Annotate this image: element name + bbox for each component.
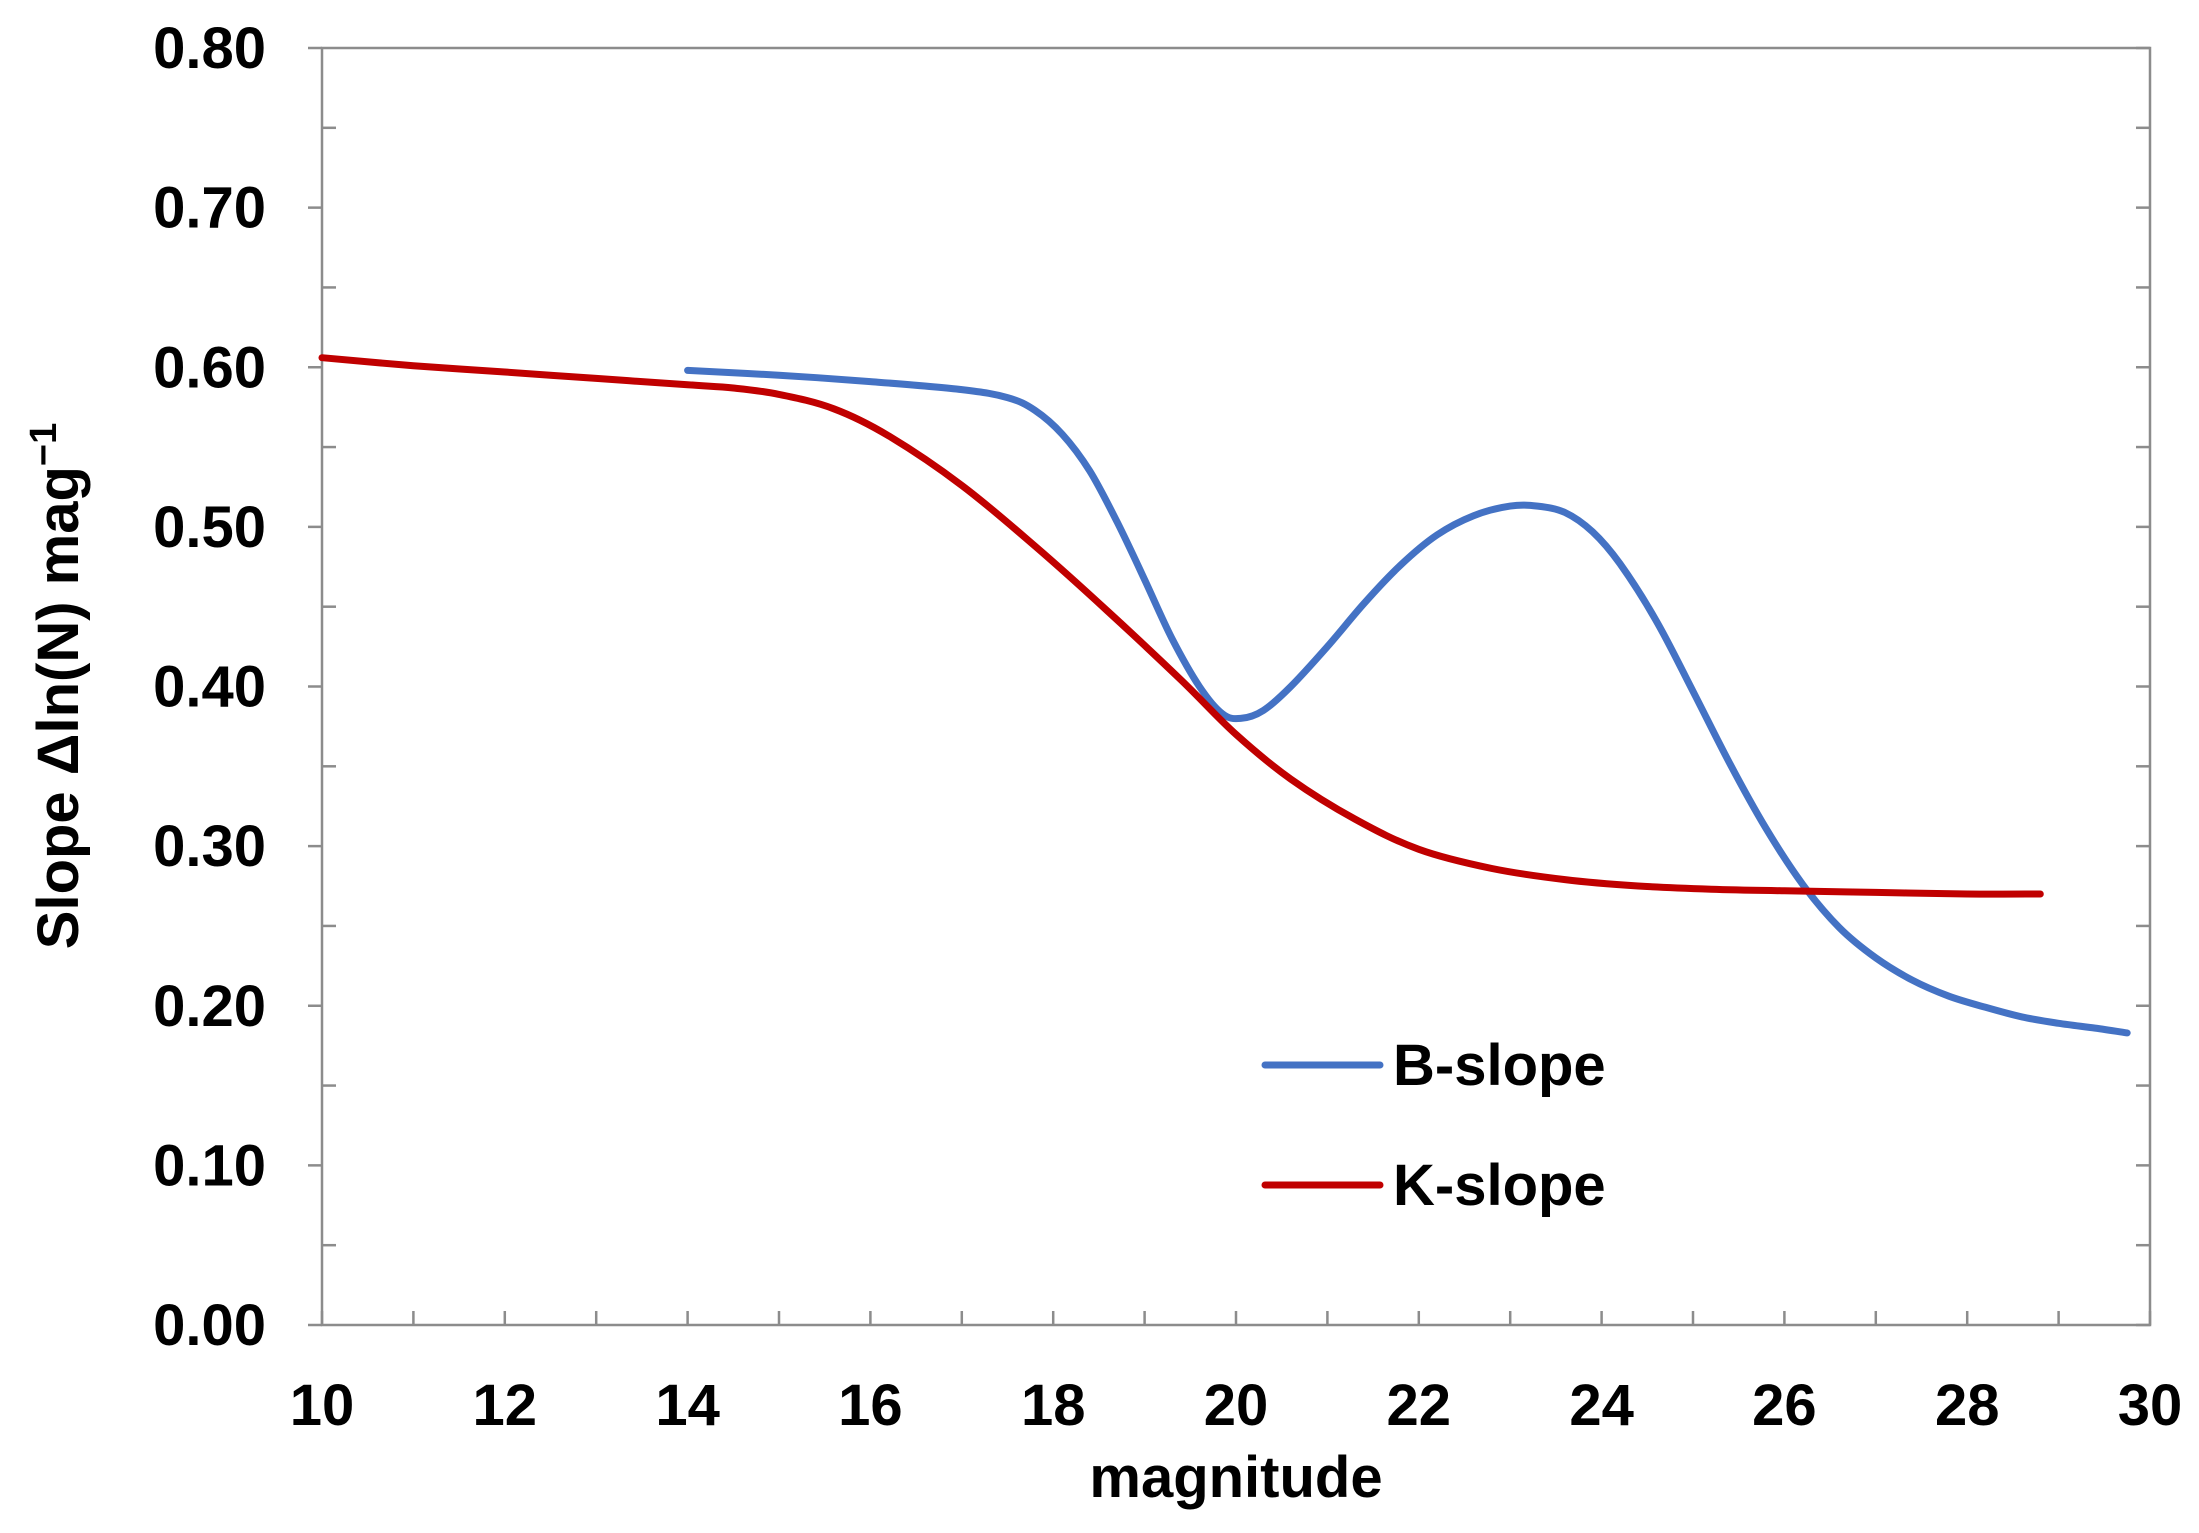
x-tick-label: 18 (1021, 1373, 1086, 1438)
x-tick-label: 16 (838, 1373, 903, 1438)
y-tick-label: 0.30 (153, 814, 266, 879)
y-axis-title-superscript: −1 (23, 423, 65, 466)
y-axis-ticks (308, 46, 2150, 1327)
x-tick-label: 24 (1569, 1373, 1634, 1438)
x-tick-label: 28 (1935, 1373, 2000, 1438)
y-axis-title-main: Slope Δln(N) mag (26, 466, 91, 949)
x-axis-tick-labels: 10 12 14 16 18 20 22 24 26 28 30 (290, 1373, 2183, 1438)
x-tick-label: 22 (1387, 1373, 1452, 1438)
legend-label-k-slope: K-slope (1393, 1153, 1606, 1218)
y-tick-label: 0.40 (153, 655, 266, 720)
x-tick-label: 12 (473, 1373, 538, 1438)
y-tick-label: 0.80 (153, 16, 266, 81)
y-tick-label: 0.20 (153, 974, 266, 1039)
y-axis-title: Slope Δln(N) mag−1 (23, 423, 91, 949)
y-tick-label: 0.10 (153, 1133, 266, 1198)
x-tick-label: 26 (1752, 1373, 1817, 1438)
x-tick-label: 20 (1204, 1373, 1269, 1438)
x-axis-ticks (320, 1311, 2152, 1325)
series-line-k-slope (318, 354, 2044, 898)
x-tick-label: 14 (655, 1373, 720, 1438)
y-tick-label: 0.70 (153, 176, 266, 241)
x-tick-label: 30 (2118, 1373, 2183, 1438)
y-axis-tick-labels: 0.00 0.10 0.20 0.30 0.40 0.50 0.60 0.70 0.80 (153, 16, 266, 1358)
series-layer (318, 354, 2131, 1037)
y-tick-label: 0.60 (153, 335, 266, 400)
legend: B-slope K-slope (1261, 1033, 1606, 1218)
y-tick-label: 0.00 (153, 1293, 266, 1358)
x-tick-label: 10 (290, 1373, 355, 1438)
series-line-b-slope (684, 366, 2131, 1037)
legend-label-b-slope: B-slope (1393, 1033, 1606, 1098)
y-tick-label: 0.50 (153, 495, 266, 560)
x-axis-title: magnitude (1089, 1445, 1382, 1510)
